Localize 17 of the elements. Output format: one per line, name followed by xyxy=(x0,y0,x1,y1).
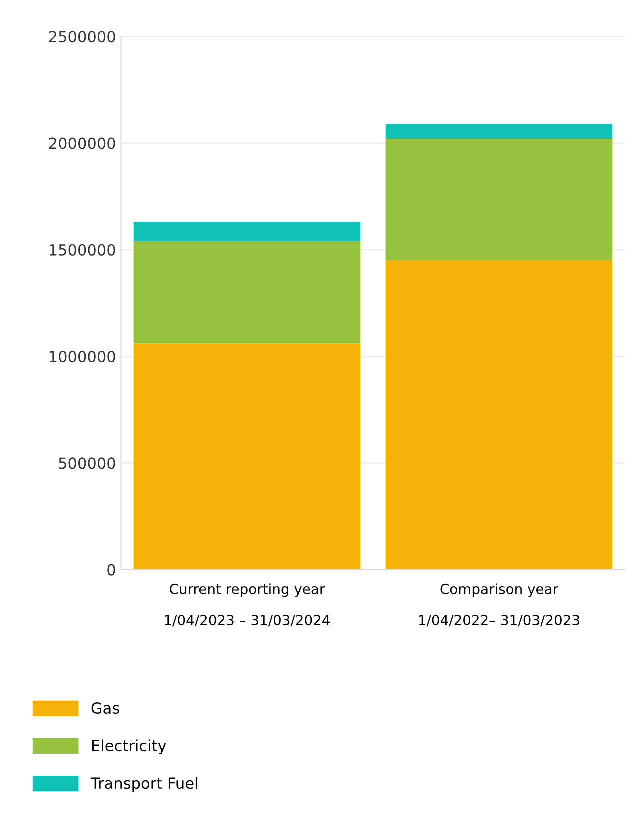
y-tick-label: 500000 xyxy=(59,458,116,470)
y-tick-label: 1500000 xyxy=(50,244,116,256)
y-tick-label: 2000000 xyxy=(49,138,116,150)
legend-label: Gas xyxy=(92,702,120,714)
category-label: Comparison year 1/04/2022– 31/03/2023 xyxy=(419,584,580,627)
legend-label: Transport Fuel xyxy=(90,777,198,792)
legend-label: Electricity xyxy=(92,740,166,755)
bar xyxy=(386,260,613,570)
bar xyxy=(386,139,613,261)
bar xyxy=(134,344,361,570)
y-tick-label: 0 xyxy=(108,564,116,576)
y-tick-label: 1000000 xyxy=(50,350,116,363)
bar xyxy=(134,222,361,242)
category-label: Current reporting year 1/04/2023 – 31/03/2024 xyxy=(165,584,330,627)
y-tick-label: 2500000 xyxy=(49,31,116,43)
bar xyxy=(134,241,361,344)
bar xyxy=(386,124,613,139)
